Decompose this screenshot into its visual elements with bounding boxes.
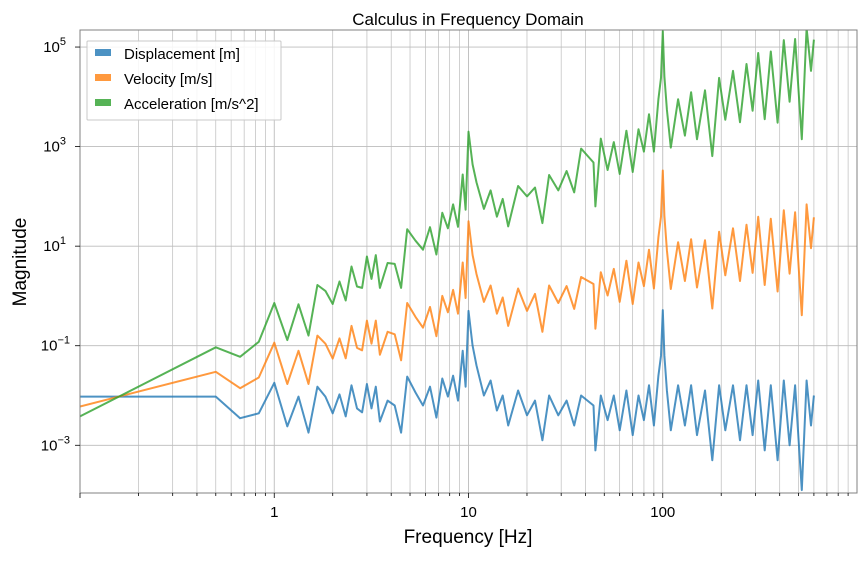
x-axis-label: Frequency [Hz] [404, 527, 533, 548]
legend-label-velocity: Velocity [m/s] [124, 71, 212, 88]
chart-title: Calculus in Frequency Domain [352, 10, 584, 29]
y-axis-label: Magnitude [10, 218, 31, 307]
y-tick-base: 10 [41, 338, 58, 355]
legend-swatch-displacement [95, 49, 111, 56]
y-tick-base: 10 [41, 437, 58, 454]
y-tick-label: 105 [43, 36, 66, 56]
y-tick-base: 10 [43, 139, 60, 156]
y-tick-label: 103 [43, 136, 66, 156]
velocity-line [80, 169, 815, 408]
legend-swatch-acceleration [95, 99, 111, 106]
plot-area [80, 30, 815, 492]
y-tick-base: 10 [43, 238, 60, 255]
y-tick-exponent: 3 [60, 136, 66, 148]
x-tick-label: 10 [460, 504, 477, 521]
y-tick-base: 10 [43, 39, 60, 56]
displacement-line [80, 309, 815, 492]
legend-label-acceleration: Acceleration [m/s^2] [124, 96, 259, 113]
y-tick-exponent: 1 [60, 235, 66, 247]
ticks [75, 46, 849, 498]
x-tick-label: 100 [650, 504, 675, 521]
legend-frame [86, 40, 282, 121]
y-tick-label: 101 [43, 235, 66, 255]
legend-label-displacement: Displacement [m] [124, 46, 240, 63]
acceleration-line [80, 30, 815, 418]
legend: Displacement [m] Velocity [m/s] Accelera… [86, 40, 282, 121]
y-tick-label: 10−3 [41, 434, 70, 454]
y-tick-exponent: −1 [57, 335, 70, 347]
legend-swatch-velocity [95, 74, 111, 81]
y-tick-exponent: −3 [57, 434, 70, 446]
y-tick-label: 10−1 [41, 335, 70, 355]
x-tick-label: 1 [270, 504, 278, 521]
y-tick-exponent: 5 [60, 36, 66, 48]
